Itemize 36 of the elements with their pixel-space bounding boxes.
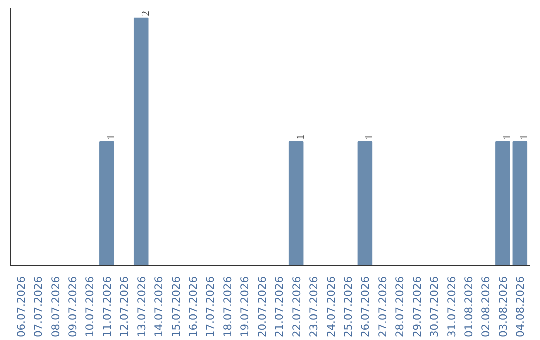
- x-tick-label: 28.07.2026: [394, 276, 407, 338]
- x-tick-label: 18.07.2026: [221, 276, 234, 338]
- x-tick-label: 17.07.2026: [204, 276, 218, 338]
- x-tick-label: 20.07.2026: [256, 276, 269, 338]
- x-tick-label: 06.07.2026: [14, 276, 28, 338]
- x-tick-label: 09.07.2026: [66, 276, 80, 338]
- x-tick-label: 27.07.2026: [376, 276, 390, 338]
- x-tick-label: 13.07.2026: [135, 276, 148, 338]
- x-tick-label: 14.07.2026: [152, 276, 166, 338]
- data-label: 1: [502, 134, 514, 140]
- data-label: 1: [520, 134, 531, 140]
- x-tick-label: 29.07.2026: [410, 276, 424, 338]
- x-tick-label: 10.07.2026: [84, 276, 97, 338]
- x-tick-label: 21.07.2026: [273, 276, 286, 338]
- x-tick-label: 08.07.2026: [49, 276, 62, 338]
- x-tick-label: 23.07.2026: [308, 276, 321, 338]
- x-tick-label: 07.07.2026: [32, 276, 46, 338]
- x-tick-label: 24.07.2026: [324, 276, 338, 338]
- x-tick-label: 31.07.2026: [445, 276, 458, 338]
- x-tick-label: 02.08.2026: [480, 276, 493, 338]
- x-tick-label: 04.08.2026: [514, 276, 528, 338]
- data-label: 1: [296, 134, 307, 140]
- x-tick-label: 15.07.2026: [170, 276, 183, 338]
- x-tick-label: 01.08.2026: [462, 276, 476, 338]
- x-tick-label: 11.07.2026: [100, 276, 114, 338]
- x-tick-label: 12.07.2026: [118, 276, 132, 338]
- x-tick-label: 19.07.2026: [238, 276, 252, 338]
- data-label: 1: [106, 134, 118, 140]
- x-tick-label: 26.07.2026: [359, 276, 372, 338]
- data-label: 2: [140, 11, 152, 16]
- x-tick-label: 16.07.2026: [187, 276, 200, 338]
- x-tick-label: 25.07.2026: [342, 276, 355, 338]
- data-label: 1: [364, 134, 376, 140]
- x-tick-label: 03.08.2026: [496, 276, 510, 338]
- x-tick-label: 30.07.2026: [428, 276, 442, 338]
- x-tick-label: 22.07.2026: [290, 276, 304, 338]
